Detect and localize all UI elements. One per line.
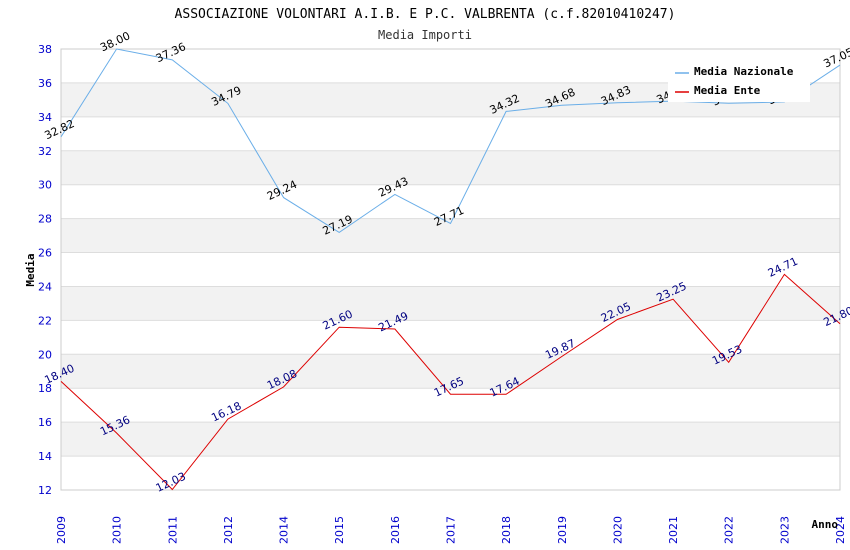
y-tick-label: 24 [38,280,52,293]
x-tick-label: 2022 [723,516,736,544]
background-band [61,150,840,185]
chart-subtitle: Media Importi [378,28,472,42]
legend-label-media-nazionale: Media Nazionale [694,65,794,78]
x-axis-ticks: 2009 2010 2011 2012 2014 2015 2016 2017 2018 2019… [55,516,847,544]
x-tick-label: 2010 [111,516,124,544]
x-tick-label: 2019 [556,516,569,544]
y-tick-label: 34 [38,111,52,124]
x-tick-label: 2009 [55,516,68,544]
background-band [61,286,840,321]
x-tick-label: 2017 [445,516,458,544]
y-tick-label: 26 [38,247,52,260]
x-tick-label: 2018 [500,516,513,544]
series-lines [60,48,841,491]
background-band [61,422,840,457]
series-line-media-nazionale [60,48,841,233]
background-bands [61,82,840,457]
y-tick-label: 32 [38,145,52,158]
chart-title: ASSOCIAZIONE VOLONTARI A.I.B. E P.C. VAL… [175,7,676,22]
background-band [61,218,840,253]
y-tick-label: 38 [38,43,52,56]
x-tick-label: 2020 [611,516,624,544]
y-axis-ticks: 12 14 16 18 20 22 24 26 28 30 32 34 36 38 [38,43,52,497]
data-label: 37.36 [154,40,188,65]
legend-label-media-ente: Media Ente [694,84,761,97]
series-line-media-ente [60,273,841,491]
y-tick-label: 20 [38,348,52,361]
y-axis-label: Media [24,253,37,286]
y-tick-label: 12 [38,484,52,497]
background-band [61,354,840,389]
x-tick-label: 2024 [834,516,847,544]
y-tick-label: 36 [38,77,52,90]
x-tick-label: 2023 [778,516,791,544]
y-tick-label: 16 [38,416,52,429]
y-tick-label: 18 [38,382,52,395]
x-axis-label: Anno [812,518,839,531]
data-label: 12.03 [154,470,188,495]
x-tick-label: 2021 [667,516,680,544]
y-tick-label: 30 [38,179,52,192]
y-tick-label: 22 [38,314,52,327]
plot-border [60,48,841,491]
x-tick-label: 2015 [333,516,346,544]
legend-box [668,58,810,102]
x-tick-label: 2011 [166,516,179,544]
y-tick-label: 14 [38,450,52,463]
legend: Media Nazionale Media Ente [668,58,810,102]
y-tick-label: 28 [38,213,52,226]
x-tick-label: 2012 [222,516,235,544]
x-tick-label: 2014 [278,516,291,544]
x-tick-label: 2016 [389,516,402,544]
